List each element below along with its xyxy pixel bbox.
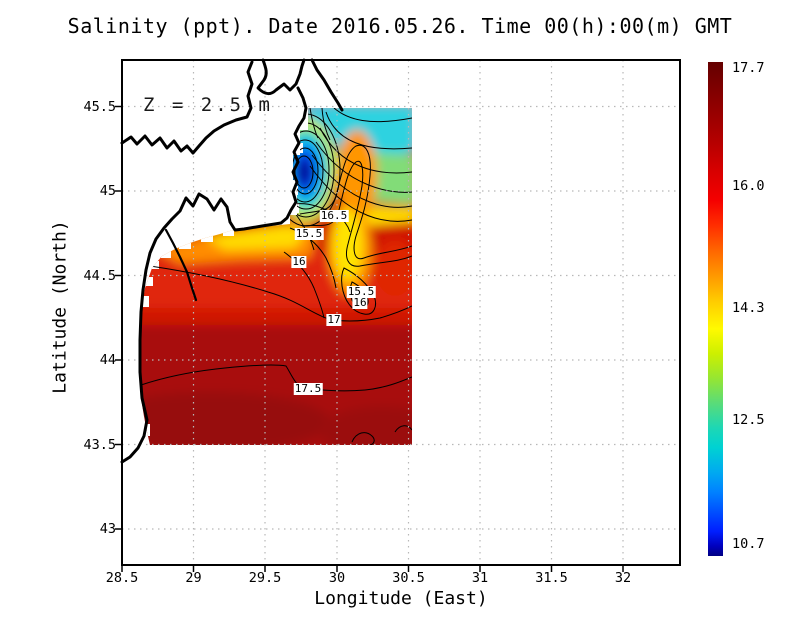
- chart-title: Salinity (ppt). Date 2016.05.26. Time 00…: [67, 14, 733, 38]
- contour-label: 16: [291, 255, 307, 268]
- x-tick: 28.5: [105, 570, 139, 586]
- x-tick: 29.5: [248, 570, 282, 586]
- colorbar-tick: 14.3: [732, 300, 765, 316]
- contour-label: 17: [326, 313, 342, 326]
- y-tick: 44.5: [83, 267, 116, 284]
- x-tick: 32: [614, 570, 632, 586]
- y-tick: 44: [99, 352, 116, 368]
- depth-annotation: Z = 2.5 m: [143, 94, 273, 116]
- plot-border: [121, 59, 681, 566]
- contour-label: 17.5: [293, 382, 323, 395]
- y-tick: 43: [99, 521, 116, 537]
- gridlines: [122, 60, 680, 565]
- x-axis-label: Longitude (East): [314, 588, 488, 609]
- contour-label: 15.5: [346, 285, 376, 298]
- x-tick: 29: [185, 570, 202, 586]
- colorbar: [708, 62, 723, 556]
- x-tick: 30.5: [392, 570, 425, 586]
- y-tick: 43.5: [83, 436, 116, 453]
- y-tick: 45.5: [83, 98, 116, 115]
- colorbar-tick: 16.0: [732, 178, 765, 194]
- x-tick: 31: [471, 570, 489, 586]
- y-axis-label: Latitude (North): [49, 220, 71, 394]
- axis-ticks: [115, 105, 624, 572]
- coastline: [120, 58, 344, 464]
- colorbar-tick: 17.7: [732, 60, 765, 76]
- contour-label: 16.5: [319, 209, 349, 222]
- x-tick: 30: [328, 570, 346, 586]
- contour-label: 16: [352, 296, 368, 309]
- colorbar-tick: 10.7: [732, 536, 765, 552]
- y-tick: 45: [99, 183, 116, 199]
- x-tick: 31.5: [535, 570, 568, 586]
- colorbar-tick: 12.5: [732, 412, 765, 428]
- contour-label: 15.5: [294, 227, 324, 240]
